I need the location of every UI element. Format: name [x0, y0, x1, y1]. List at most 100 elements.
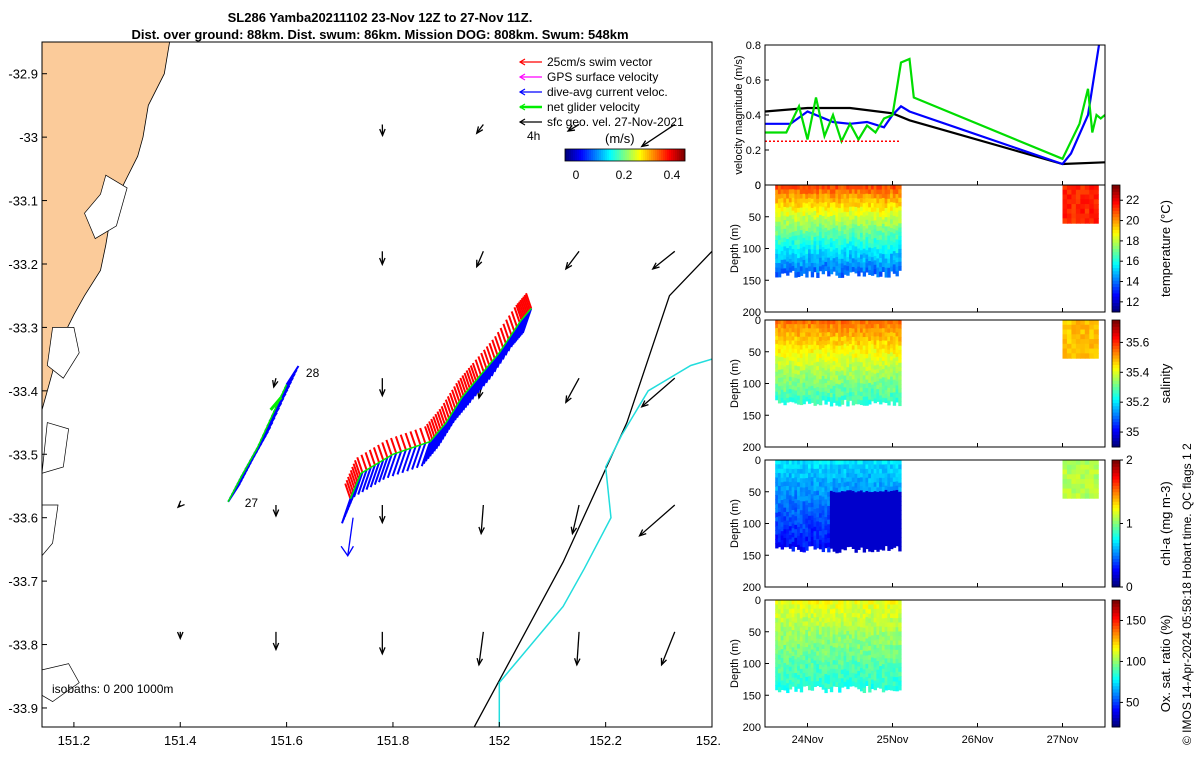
time-tick-26Nov: 26Nov [962, 734, 994, 746]
colorbar-title: (m/s) [605, 131, 635, 146]
section-3-ylabel: Depth (m) [729, 639, 741, 688]
map-xtick-151.2: 151.2 [58, 733, 91, 748]
section-3-ytick-0: 0 [755, 595, 761, 607]
map-ytick--33.8: -33.8 [8, 638, 38, 653]
section-2-ytick-0: 0 [755, 455, 761, 467]
section-1-ylabel: Depth (m) [729, 359, 741, 408]
geo-vel-arrow-15 [380, 505, 385, 523]
colorbar-tick-0: 0 [573, 168, 580, 182]
map-ytick--33.6: -33.6 [8, 511, 38, 526]
map-xtick-152.2: 152.2 [589, 733, 622, 748]
chart-title-line1: SL286 Yamba20211102 23-Nov 12Z to 27-Nov… [0, 10, 760, 25]
map-ytick--33.9: -33.9 [8, 701, 38, 716]
land-area [42, 42, 170, 727]
section-0-ylabel: Depth (m) [729, 224, 741, 273]
map-xtick-151.6: 151.6 [270, 733, 303, 748]
section-1-ytick-50: 50 [749, 347, 761, 359]
day-label-1: 28 [306, 366, 320, 380]
map-ytick--33.7: -33.7 [8, 574, 38, 589]
time-tick-27Nov: 27Nov [1047, 734, 1079, 746]
section-2-ylabel: Depth (m) [729, 499, 741, 548]
day-label-0: 27 [245, 496, 259, 510]
section-0-ytick-50: 50 [749, 212, 761, 224]
section-3-ytick-200: 200 [743, 722, 761, 734]
section-0-ytick-100: 100 [743, 244, 761, 256]
velocity-ytick-0.8: 0.8 [746, 40, 761, 52]
geo-vel-arrow-0 [380, 124, 385, 135]
section-0-cbar-tick-16: 16 [1126, 254, 1140, 268]
map-xtick-152: 152 [488, 733, 510, 748]
section-0-cbar-tick-20: 20 [1126, 214, 1140, 228]
map-xtick-152.4: 152.4 [696, 733, 720, 748]
map-ytick--32.9: -32.9 [8, 67, 38, 82]
map-ytick--33.1: -33.1 [8, 194, 38, 209]
section-1-cbar-tick-35.2: 35.2 [1126, 395, 1150, 409]
section-3-cbar-tick-150: 150 [1126, 613, 1146, 627]
section-2-ytick-100: 100 [743, 519, 761, 531]
section-2-cbar-tick-1: 1 [1126, 517, 1133, 531]
geo-vel-arrow-18 [640, 505, 675, 536]
section-2-cbar-tick-0: 0 [1126, 580, 1133, 594]
geo-vel-arrow-4 [380, 251, 385, 264]
section-3-ytick-50: 50 [749, 627, 761, 639]
section-1-ytick-150: 150 [743, 410, 761, 422]
section-panel-2 [775, 460, 1099, 553]
section-0-ytick-150: 150 [743, 275, 761, 287]
section-1-cbar-label: salinity [1158, 363, 1173, 403]
colorbar-tick-0.2: 0.2 [616, 168, 633, 182]
geo-vel-arrow-8 [273, 378, 278, 387]
section-3-ytick-150: 150 [743, 690, 761, 702]
velocity-ytick-0.2: 0.2 [746, 145, 761, 157]
copyright-note: © IMOS 14-Apr-2024 05:58:18 Hobart time.… [1180, 443, 1194, 745]
legend-item-1: GPS surface velocity [547, 70, 658, 84]
isobath-1000m [499, 359, 712, 740]
early-glider-track [228, 366, 298, 502]
section-0-cbar-tick-22: 22 [1126, 193, 1140, 207]
section-0-ytick-0: 0 [755, 180, 761, 192]
legend-item-3: net glider velocity [547, 100, 640, 114]
velocity-ytick-0.6: 0.6 [746, 75, 761, 87]
section-0-cbar-tick-12: 12 [1126, 295, 1140, 309]
section-1-cbar-tick-35: 35 [1126, 425, 1140, 439]
section-1-cbar-tick-35.4: 35.4 [1126, 365, 1150, 379]
legend-item-4: sfc geo. vel. 27-Nov-2021 [547, 115, 684, 129]
legend-item-0: 25cm/s swim vector [547, 55, 652, 69]
geo-vel-arrow-5 [477, 251, 484, 266]
lake-2 [42, 423, 69, 474]
geo-vel-arrow-16 [479, 505, 484, 534]
lake-3 [42, 505, 58, 556]
map-ytick--33.3: -33.3 [8, 320, 38, 335]
section-3-cbar-tick-50: 50 [1126, 695, 1140, 709]
section-panel-0 [775, 185, 1099, 278]
section-panel-1 [775, 320, 1099, 406]
geo-vel-arrow-19 [178, 632, 183, 639]
section-2-ytick-50: 50 [749, 487, 761, 499]
colorbar-tick-0.4: 0.4 [664, 168, 681, 182]
geo-vel-arrow-24 [661, 632, 674, 665]
geo-vel-arrow-1 [477, 124, 484, 133]
section-panel-3 [775, 600, 901, 693]
geo-vel-arrow-14 [273, 505, 278, 516]
map-ytick--33.4: -33.4 [8, 384, 38, 399]
map-ytick--33: -33 [19, 130, 38, 145]
section-1-ytick-100: 100 [743, 379, 761, 391]
geo-vel-arrow-11 [566, 378, 579, 402]
isobaths-label: isobaths: 0 200 1000m [52, 682, 173, 696]
geo-vel-arrow-22 [477, 632, 483, 665]
map-ytick--33.5: -33.5 [8, 447, 38, 462]
map-plot-area: 27 28 isobaths: 0 200 1000m [42, 42, 712, 740]
map-chart: 27 28 isobaths: 0 200 1000m 151.2 151.4 151.6… [0, 40, 720, 760]
section-2-cbar-label: chl-a (mg m-3) [1158, 481, 1173, 566]
section-3-cbar-label: Ox. sat. ratio (%) [1158, 615, 1173, 713]
geo-vel-arrow-9 [380, 378, 385, 396]
section-2-ytick-200: 200 [743, 582, 761, 594]
section-0-cbar-tick-18: 18 [1126, 234, 1140, 248]
geo-vel-arrow-20 [273, 632, 278, 650]
geo-vel-arrow-7 [653, 251, 675, 269]
map-xtick-151.4: 151.4 [164, 733, 197, 748]
map-xtick-151.8: 151.8 [377, 733, 410, 748]
section-3-ytick-100: 100 [743, 659, 761, 671]
geo-vel-arrow-6 [566, 251, 579, 269]
